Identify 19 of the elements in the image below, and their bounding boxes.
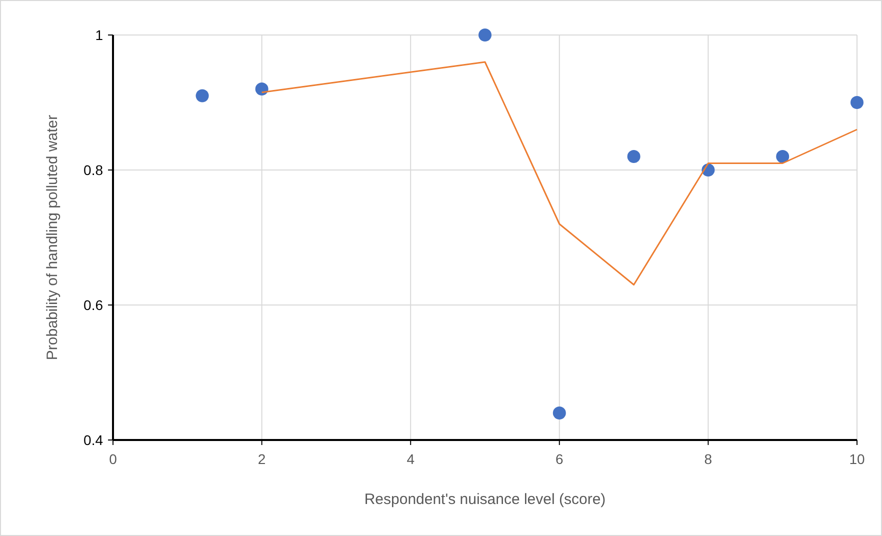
x-tick-label: 2	[258, 451, 266, 467]
y-tick-label: 0.8	[84, 162, 104, 178]
x-tick-label: 4	[406, 451, 415, 467]
point	[850, 96, 864, 109]
point	[776, 150, 790, 163]
point	[478, 28, 492, 42]
y-tick-label: 1	[95, 26, 104, 43]
point	[552, 406, 566, 420]
x-tick-label: 0	[109, 451, 118, 467]
x-tick-label: 6	[556, 451, 564, 467]
x-axis-title: Respondent's nuisance level (score)	[364, 491, 606, 508]
point	[627, 150, 640, 163]
point	[196, 89, 209, 102]
x-tick-label: 10	[849, 451, 865, 467]
x-tick-label: 8	[704, 451, 712, 467]
y-axis-title: Probability of handling polluted water	[44, 114, 61, 360]
point	[255, 82, 268, 96]
y-tick-label: 0.6	[84, 296, 104, 313]
y-tick-label: 0.4	[84, 432, 104, 448]
